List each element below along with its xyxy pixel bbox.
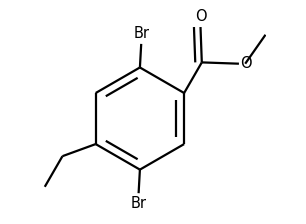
Text: Br: Br <box>133 26 149 41</box>
Text: Br: Br <box>131 196 147 211</box>
Text: O: O <box>240 56 252 71</box>
Text: O: O <box>195 9 206 24</box>
